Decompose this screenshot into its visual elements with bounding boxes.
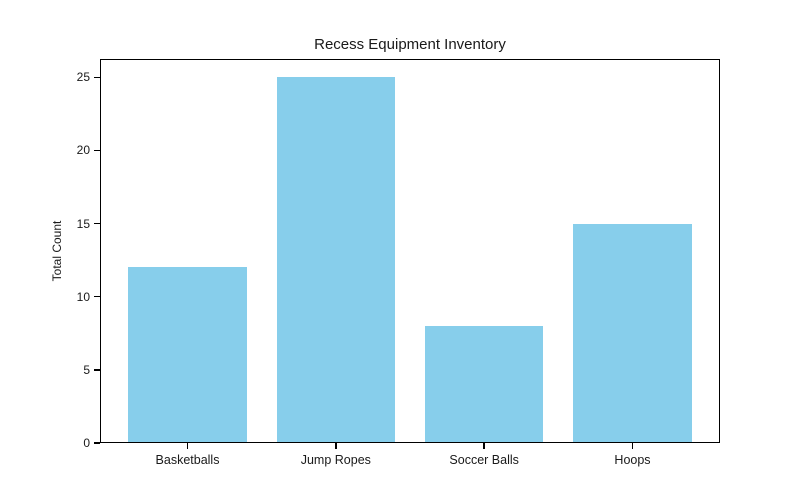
y-tick-5	[94, 369, 100, 371]
y-tick-label-0: 0	[83, 436, 90, 450]
bar-hoops	[573, 223, 692, 443]
bar-basketballs	[128, 267, 247, 443]
x-tick-label-hoops: Hoops	[614, 453, 651, 467]
y-tick-10	[94, 295, 100, 298]
y-tick-20	[94, 149, 100, 152]
y-tick-label-15: 15	[76, 216, 90, 231]
bar-soccer-balls	[424, 325, 544, 443]
plot-area	[100, 59, 720, 443]
y-tick-label-5: 5	[83, 362, 90, 377]
x-tick-jump-ropes	[335, 443, 337, 449]
y-tick-25	[94, 76, 100, 79]
y-tick-label-25: 25	[76, 70, 90, 85]
y-tick-label-20: 20	[76, 143, 90, 158]
bar-jump-ropes	[276, 77, 396, 443]
chart-title: Recess Equipment Inventory	[314, 36, 506, 53]
x-tick-soccer-balls	[483, 443, 485, 449]
x-tick-label-basketballs: Basketballs	[155, 453, 220, 467]
y-tick-label-10: 10	[76, 289, 90, 304]
x-tick-label-jump-ropes: Jump Ropes	[300, 453, 371, 467]
x-tick-basketballs	[186, 443, 189, 449]
y-tick-0	[94, 442, 100, 444]
x-tick-label-soccer-balls: Soccer Balls	[449, 453, 519, 467]
x-tick-hoops	[631, 443, 634, 449]
y-tick-15	[94, 222, 100, 225]
